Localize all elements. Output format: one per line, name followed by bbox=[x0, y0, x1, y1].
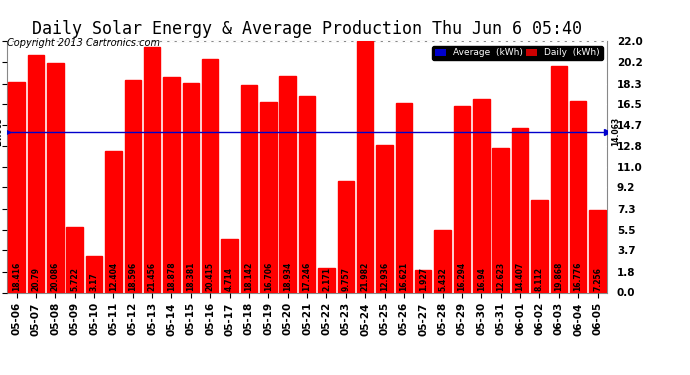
Bar bbox=[473, 99, 490, 292]
Text: 8.112: 8.112 bbox=[535, 267, 544, 291]
Text: 18.416: 18.416 bbox=[12, 262, 21, 291]
Text: 1.927: 1.927 bbox=[419, 267, 428, 291]
Text: 20.79: 20.79 bbox=[32, 267, 41, 291]
Text: 7.256: 7.256 bbox=[593, 267, 602, 291]
Text: 21.982: 21.982 bbox=[361, 262, 370, 291]
Text: 16.94: 16.94 bbox=[477, 267, 486, 291]
Text: 18.934: 18.934 bbox=[283, 262, 292, 291]
Bar bbox=[164, 77, 179, 292]
Bar bbox=[8, 82, 25, 292]
Bar bbox=[86, 256, 102, 292]
Text: 12.404: 12.404 bbox=[109, 262, 118, 291]
Bar bbox=[66, 227, 83, 292]
Bar bbox=[454, 106, 470, 292]
Bar bbox=[260, 102, 277, 292]
Bar bbox=[221, 238, 238, 292]
Text: 18.142: 18.142 bbox=[244, 262, 253, 291]
Text: 2.171: 2.171 bbox=[322, 267, 331, 291]
Bar bbox=[105, 151, 121, 292]
Bar bbox=[28, 55, 44, 292]
Bar bbox=[551, 66, 567, 292]
Bar bbox=[512, 128, 529, 292]
Bar bbox=[183, 82, 199, 292]
Text: 16.776: 16.776 bbox=[573, 262, 582, 291]
Bar bbox=[318, 268, 335, 292]
Text: 21.456: 21.456 bbox=[148, 262, 157, 291]
Bar bbox=[279, 76, 296, 292]
Title: Daily Solar Energy & Average Production Thu Jun 6 05:40: Daily Solar Energy & Average Production … bbox=[32, 20, 582, 38]
Bar bbox=[376, 145, 393, 292]
Bar bbox=[299, 96, 315, 292]
Text: 14.407: 14.407 bbox=[515, 262, 524, 291]
Text: 14.063: 14.063 bbox=[0, 117, 3, 147]
Text: 5.722: 5.722 bbox=[70, 267, 79, 291]
Text: 16.294: 16.294 bbox=[457, 262, 466, 291]
Bar bbox=[337, 181, 354, 292]
Bar bbox=[202, 59, 219, 292]
Text: 3.17: 3.17 bbox=[90, 273, 99, 291]
Text: 20.086: 20.086 bbox=[51, 262, 60, 291]
Text: 12.623: 12.623 bbox=[496, 262, 505, 291]
Text: 9.757: 9.757 bbox=[342, 267, 351, 291]
Text: 17.246: 17.246 bbox=[302, 262, 312, 291]
Text: 18.596: 18.596 bbox=[128, 262, 137, 291]
Bar bbox=[570, 101, 586, 292]
Bar bbox=[395, 103, 412, 292]
Bar bbox=[124, 80, 141, 292]
Legend: Average  (kWh), Daily  (kWh): Average (kWh), Daily (kWh) bbox=[432, 46, 602, 60]
Text: 18.878: 18.878 bbox=[167, 262, 176, 291]
Text: 14.063: 14.063 bbox=[611, 117, 620, 147]
Bar bbox=[435, 231, 451, 292]
Text: 20.415: 20.415 bbox=[206, 262, 215, 291]
Text: 16.706: 16.706 bbox=[264, 262, 273, 291]
Text: 18.381: 18.381 bbox=[186, 262, 195, 291]
Text: 19.868: 19.868 bbox=[554, 262, 563, 291]
Text: 16.621: 16.621 bbox=[400, 262, 408, 291]
Bar bbox=[357, 42, 373, 292]
Text: 4.714: 4.714 bbox=[225, 267, 234, 291]
Bar bbox=[589, 210, 606, 292]
Text: 12.936: 12.936 bbox=[380, 262, 389, 291]
Bar bbox=[415, 270, 431, 292]
Bar bbox=[47, 63, 63, 292]
Bar bbox=[241, 85, 257, 292]
Bar bbox=[531, 200, 548, 292]
Text: Copyright 2013 Cartronics.com: Copyright 2013 Cartronics.com bbox=[7, 38, 160, 48]
Bar bbox=[493, 148, 509, 292]
Text: 5.432: 5.432 bbox=[438, 268, 447, 291]
Bar bbox=[144, 48, 160, 292]
